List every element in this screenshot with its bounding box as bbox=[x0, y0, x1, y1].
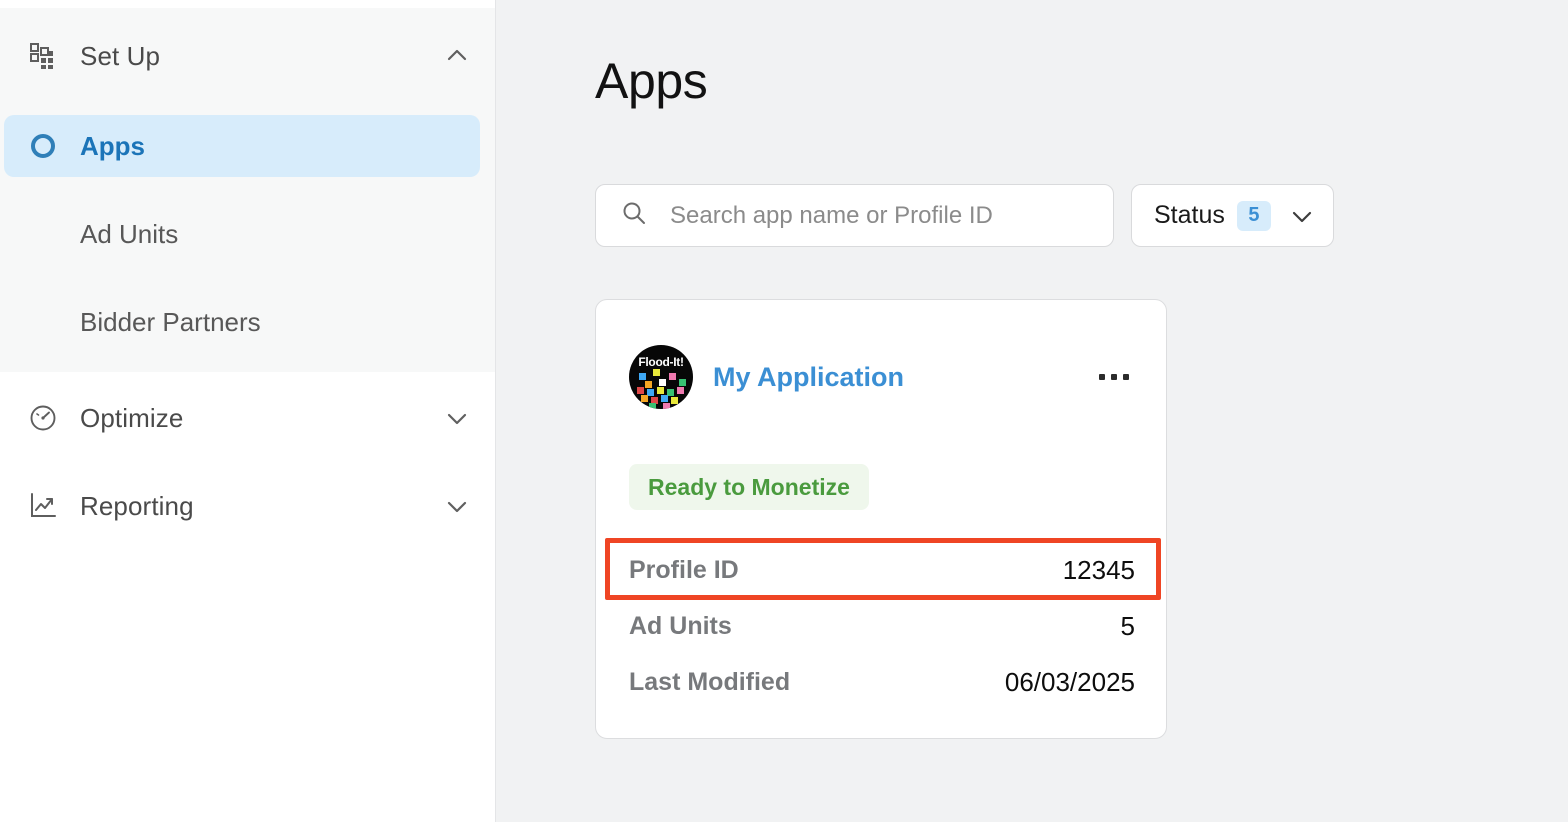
status-filter-label: Status bbox=[1154, 201, 1225, 229]
sidebar-section-label: Reporting bbox=[80, 490, 194, 521]
sidebar-item-label: Apps bbox=[80, 130, 145, 161]
sidebar-item-ad-units[interactable]: Ad Units bbox=[4, 203, 480, 265]
search-input[interactable] bbox=[670, 201, 1100, 230]
app-icon-avatar: Flood-It! bbox=[629, 345, 693, 409]
search-icon bbox=[620, 199, 648, 232]
sidebar-item-label: Bidder Partners bbox=[80, 306, 261, 337]
app-card[interactable]: Flood-It! My Application bbox=[595, 299, 1167, 739]
detail-row-profile-id: Profile ID 12345 bbox=[629, 542, 1135, 598]
sidebar-item-label: Ad Units bbox=[80, 218, 179, 249]
sidebar-section-label: Optimize bbox=[80, 402, 184, 433]
detail-label: Ad Units bbox=[629, 611, 732, 640]
detail-value: 06/03/2025 bbox=[1004, 666, 1135, 697]
sidebar-section-set-up[interactable]: Set Up bbox=[0, 11, 495, 101]
chevron-down-icon[interactable] bbox=[443, 404, 471, 432]
search-box[interactable] bbox=[595, 184, 1114, 247]
sidebar-section-reporting[interactable]: Reporting bbox=[0, 461, 495, 551]
chevron-up-icon[interactable] bbox=[443, 42, 471, 70]
detail-row-last-modified: Last Modified 06/03/2025 bbox=[629, 654, 1135, 710]
chevron-down-icon[interactable] bbox=[443, 492, 471, 520]
line-chart-icon bbox=[28, 491, 58, 521]
app-avatar-brand-text: Flood-It! bbox=[638, 355, 684, 369]
detail-row-ad-units: Ad Units 5 bbox=[629, 598, 1135, 654]
main-content: Apps Status 5 Flood-It! bbox=[496, 0, 1568, 822]
grid-squares-icon bbox=[28, 41, 58, 71]
app-name-link[interactable]: My Application bbox=[713, 361, 905, 392]
detail-label: Last Modified bbox=[629, 667, 791, 696]
detail-value: 5 bbox=[1120, 610, 1135, 641]
circle-ring-icon bbox=[28, 131, 58, 161]
sidebar-navigation: Set Up Apps Ad Units Bidder Partners bbox=[0, 0, 496, 822]
status-filter-dropdown[interactable]: Status 5 bbox=[1131, 184, 1334, 247]
sidebar-section-label: Set Up bbox=[80, 40, 161, 71]
detail-label: Profile ID bbox=[629, 555, 739, 584]
detail-value: 12345 bbox=[1062, 554, 1135, 585]
status-filter-count-badge: 5 bbox=[1236, 200, 1271, 231]
sidebar-item-bidder-partners[interactable]: Bidder Partners bbox=[4, 291, 480, 353]
status-badge: Ready to Monetize bbox=[629, 464, 869, 510]
setup-group-background bbox=[0, 8, 495, 372]
speedometer-icon bbox=[28, 403, 58, 433]
kebab-menu-icon[interactable] bbox=[1094, 357, 1134, 397]
chevron-down-icon[interactable] bbox=[1289, 203, 1315, 229]
app-card-header: Flood-It! My Application bbox=[596, 344, 1168, 410]
sidebar-item-apps[interactable]: Apps bbox=[4, 115, 480, 177]
sidebar-section-optimize[interactable]: Optimize bbox=[0, 373, 495, 463]
page-title: Apps bbox=[595, 53, 708, 109]
